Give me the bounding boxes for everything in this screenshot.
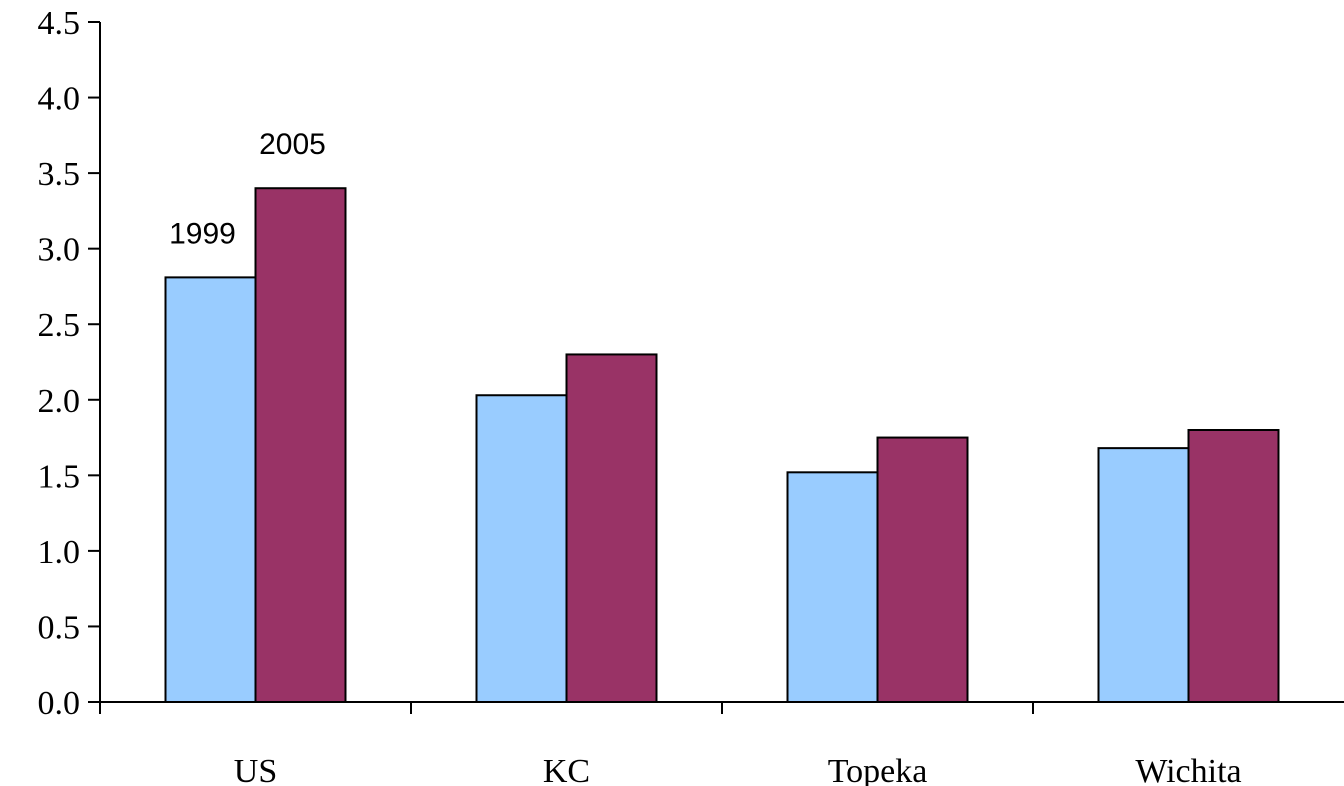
series-label: 2005 (259, 128, 326, 161)
x-category-label: US (234, 753, 277, 786)
y-tick-label: 0.0 (38, 685, 81, 722)
bar-2005-us (254, 187, 347, 703)
bar-1999-kc (475, 394, 568, 703)
bar-1999-topeka (786, 471, 879, 703)
series-label: 1999 (169, 217, 236, 250)
x-category-label: Topeka (828, 753, 928, 786)
bar-2005-topeka (876, 436, 969, 703)
bars (164, 187, 1280, 703)
y-tick-label: 1.5 (38, 458, 81, 495)
x-category-label: KC (543, 753, 590, 786)
x-category-label: Wichita (1135, 753, 1241, 786)
series-labels: 1999 2005 (169, 128, 326, 250)
bar-2005-kc (565, 353, 658, 703)
bar-2005-wichita (1187, 429, 1280, 703)
bar-1999-us (164, 276, 257, 703)
y-tick-label: 2.0 (38, 383, 81, 420)
y-tick-label: 3.5 (38, 156, 81, 193)
y-tick-label: 1.0 (38, 534, 81, 571)
y-tick-label: 0.5 (38, 609, 81, 646)
bar-1999-wichita (1097, 447, 1190, 703)
y-tick-label: 2.5 (38, 307, 81, 344)
x-axis-ticks: US KC Topeka Wichita (99, 702, 1242, 786)
y-tick-label: 4.0 (38, 81, 81, 118)
y-axis-ticks: 0.0 0.5 1.0 1.5 2.0 2.5 3.0 3.5 4.0 4.5 (38, 5, 100, 722)
y-tick-label: 3.0 (38, 232, 81, 269)
y-tick-label: 4.5 (38, 5, 81, 42)
